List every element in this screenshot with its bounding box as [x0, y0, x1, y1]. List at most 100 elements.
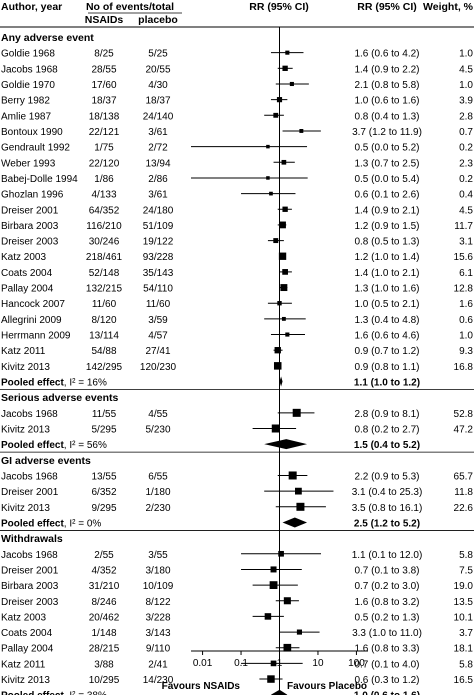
header-weight: Weight, %	[423, 1, 474, 13]
section-title: Any adverse event	[1, 32, 94, 44]
header-rr-plot: RR (95% CI)	[249, 1, 309, 13]
rr-ci-text: 1.4 (0.9 to 2.1)	[354, 205, 419, 216]
study-name: Dreiser 2003	[1, 237, 59, 248]
study-name: Weber 1993	[1, 158, 56, 169]
pooled-label-text: Pooled effect	[1, 691, 64, 695]
placebo-events: 8/122	[145, 597, 170, 608]
nsaids-events: 17/60	[91, 80, 116, 91]
plot-marks	[191, 27, 334, 695]
placebo-events: 3/180	[145, 565, 170, 576]
weight-value: 10.1	[454, 612, 474, 623]
header-study: Author, year	[1, 1, 62, 13]
x-tick-label: 1	[277, 658, 283, 669]
rr-ci-text: 0.7 (0.1 to 4.0)	[354, 659, 419, 670]
point-estimate	[283, 597, 291, 605]
study-name: Coats 2004	[1, 268, 53, 279]
weight-value: 0.2	[459, 143, 473, 154]
weight-value: 3.7	[459, 628, 473, 639]
weight-value: 4.5	[459, 64, 473, 75]
study-name: Dreiser 2001	[1, 565, 59, 576]
rr-ci-text: 3.3 (1.0 to 11.0)	[352, 628, 422, 639]
nsaids-events: 28/215	[89, 644, 120, 655]
rr-ci-text: 1.6 (0.6 to 4.6)	[354, 331, 419, 342]
nsaids-events: 31/210	[89, 581, 120, 592]
nsaids-events: 54/88	[91, 346, 116, 357]
nsaids-events: 13/55	[91, 471, 116, 482]
rr-ci-text: 1.4 (0.9 to 2.2)	[354, 64, 419, 75]
weight-value: 0.6	[459, 315, 473, 326]
study-name: Jacobs 1968	[1, 64, 58, 75]
pooled-i2: , I² = 16%	[64, 378, 107, 389]
point-estimate	[282, 269, 288, 275]
point-estimate	[273, 112, 279, 118]
placebo-events: 3/143	[145, 628, 170, 639]
placebo-events: 3/59	[148, 315, 168, 326]
nsaids-events: 20/462	[89, 612, 120, 623]
rr-ci-text: 0.7 (0.1 to 3.8)	[354, 565, 419, 576]
weight-value: 1.0	[459, 80, 473, 91]
point-estimate	[274, 347, 281, 354]
point-estimate	[270, 660, 277, 667]
point-estimate	[273, 238, 279, 244]
pooled-rr-ci-text: 1.1 (1.0 to 1.2)	[354, 378, 420, 389]
placebo-events: 3/61	[148, 190, 168, 201]
study-name: Hancock 2007	[1, 299, 65, 310]
placebo-events: 2/230	[145, 503, 170, 514]
placebo-events: 3/61	[148, 127, 168, 138]
nsaids-events: 13/114	[89, 331, 119, 342]
placebo-events: 2/72	[148, 143, 168, 154]
nsaids-events: 64/352	[89, 205, 120, 216]
nsaids-events: 18/138	[89, 111, 120, 122]
placebo-events: 11/60	[146, 299, 171, 310]
weight-value: 0.4	[459, 190, 473, 201]
point-estimate	[266, 176, 270, 180]
rr-ci-text: 1.3 (0.4 to 4.8)	[354, 315, 419, 326]
study-name: Bontoux 1990	[1, 127, 63, 138]
placebo-events: 10/109	[143, 581, 174, 592]
nsaids-events: 3/88	[94, 659, 114, 670]
weight-value: 4.5	[459, 205, 473, 216]
section-title: Withdrawals	[1, 533, 63, 545]
weight-value: 2.8	[459, 111, 473, 122]
rr-ci-text: 1.0 (0.5 to 2.1)	[354, 299, 419, 310]
rr-ci-text: 1.6 (0.8 to 3.3)	[354, 644, 419, 655]
section-title: GI adverse events	[1, 455, 91, 467]
point-estimate	[270, 566, 277, 573]
point-estimate	[299, 128, 304, 133]
rr-ci-text: 3.5 (0.8 to 16.1)	[352, 503, 423, 514]
point-estimate	[278, 550, 284, 557]
point-estimate	[282, 206, 288, 212]
nsaids-events: 142/295	[86, 362, 123, 373]
weight-value: 65.7	[454, 471, 474, 482]
rr-ci-text: 0.5 (0.0 to 5.4)	[354, 174, 419, 185]
study-name: Kivitz 2013	[1, 503, 50, 514]
study-name: Jacobs 1968	[1, 409, 58, 420]
placebo-events: 4/30	[148, 80, 168, 91]
placebo-events: 24/180	[143, 205, 174, 216]
pooled-rr-ci-text: 2.5 (1.2 to 5.2)	[354, 518, 420, 529]
x-tick-label: 0.01	[193, 658, 213, 669]
nsaids-events: 10/295	[89, 675, 120, 686]
study-name: Ghozlan 1996	[1, 190, 64, 201]
study-name: Jacobs 1968	[1, 550, 58, 561]
nsaids-events: 2/55	[94, 550, 114, 561]
placebo-events: 2/86	[148, 174, 168, 185]
nsaids-events: 116/210	[86, 221, 122, 232]
study-name: Allegrini 2009	[1, 315, 62, 326]
point-estimate	[279, 221, 286, 229]
nsaids-events: 4/352	[91, 565, 116, 576]
weight-value: 6.1	[459, 268, 473, 279]
placebo-events: 18/37	[145, 96, 170, 107]
weight-value: 11.8	[454, 487, 473, 498]
placebo-events: 35/143	[143, 268, 174, 279]
weight-value: 11.7	[454, 221, 473, 232]
study-name: Dreiser 2003	[1, 597, 59, 608]
nsaids-events: 218/461	[86, 252, 123, 263]
nsaids-events: 22/120	[89, 158, 120, 169]
study-name: Birbara 2003	[1, 581, 59, 592]
placebo-events: 5/230	[145, 425, 170, 436]
placebo-events: 1/180	[145, 487, 170, 498]
rr-ci-text: 1.6 (0.8 to 3.2)	[354, 597, 419, 608]
nsaids-events: 30/246	[89, 237, 120, 248]
nsaids-events: 22/121	[89, 127, 120, 138]
